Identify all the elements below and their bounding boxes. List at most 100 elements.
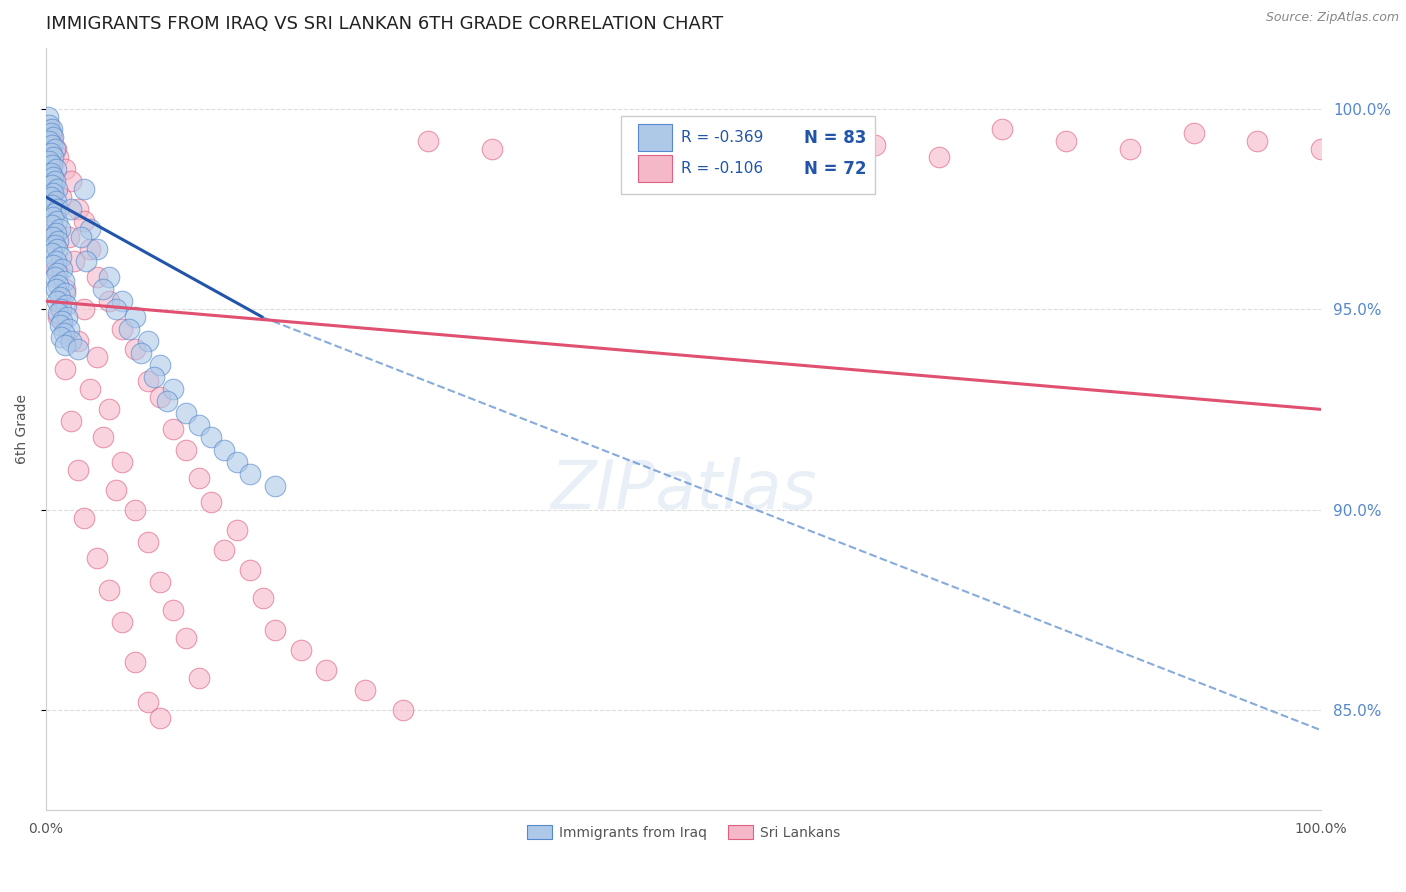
Point: [42, 186, 65, 200]
Point: [41, 246, 63, 260]
Point: [117, 322, 139, 336]
Y-axis label: 6th Grade: 6th Grade: [15, 394, 30, 465]
Point: [124, 655, 146, 669]
Text: ZIPatlas: ZIPatlas: [550, 458, 817, 524]
Point: [124, 310, 146, 325]
Point: [264, 623, 287, 637]
Point: [60, 334, 83, 349]
Point: [252, 591, 274, 605]
Point: [39, 182, 62, 196]
Point: [124, 343, 146, 357]
Point: [45, 254, 67, 268]
Text: N = 72: N = 72: [804, 160, 866, 178]
Point: [156, 394, 179, 409]
Point: [60, 174, 83, 188]
Point: [53, 362, 76, 376]
Point: [86, 270, 108, 285]
Point: [290, 643, 312, 657]
Text: Source: ZipAtlas.com: Source: ZipAtlas.com: [1265, 11, 1399, 24]
Point: [48, 290, 70, 304]
Point: [48, 278, 70, 293]
Point: [86, 351, 108, 365]
Point: [86, 242, 108, 256]
Point: [200, 494, 222, 508]
Point: [315, 663, 337, 677]
Point: [44, 174, 66, 188]
Point: [42, 129, 65, 144]
Point: [1182, 126, 1205, 140]
Point: [79, 383, 101, 397]
Point: [66, 343, 89, 357]
Point: [44, 238, 66, 252]
Point: [98, 294, 121, 309]
Point: [111, 322, 134, 336]
Point: [48, 318, 70, 333]
Point: [52, 274, 75, 288]
Point: [73, 510, 96, 524]
Point: [39, 126, 62, 140]
Point: [38, 121, 60, 136]
Point: [174, 442, 197, 457]
Point: [58, 322, 80, 336]
Point: [124, 502, 146, 516]
Point: [51, 314, 73, 328]
Point: [73, 302, 96, 317]
Point: [44, 206, 66, 220]
Point: [45, 282, 67, 296]
Text: IMMIGRANTS FROM IRAQ VS SRI LANKAN 6TH GRADE CORRELATION CHART: IMMIGRANTS FROM IRAQ VS SRI LANKAN 6TH G…: [45, 15, 723, 33]
Point: [49, 302, 72, 317]
Point: [91, 430, 114, 444]
Point: [39, 145, 62, 160]
Point: [143, 370, 166, 384]
Point: [45, 262, 67, 277]
Point: [149, 390, 172, 404]
Point: [53, 338, 76, 352]
Point: [187, 418, 209, 433]
Point: [48, 310, 70, 325]
Point: [55, 298, 77, 312]
Point: [131, 346, 153, 360]
Point: [481, 142, 503, 156]
Point: [66, 334, 89, 349]
Point: [48, 150, 70, 164]
Point: [162, 383, 184, 397]
Point: [212, 442, 235, 457]
Point: [46, 266, 69, 280]
Point: [44, 142, 66, 156]
Point: [136, 534, 159, 549]
Point: [174, 631, 197, 645]
Point: [91, 282, 114, 296]
Point: [104, 302, 127, 317]
Point: [391, 703, 413, 717]
Point: [42, 230, 65, 244]
Point: [42, 210, 65, 224]
Legend: Immigrants from Iraq, Sri Lankans: Immigrants from Iraq, Sri Lankans: [522, 820, 845, 846]
Point: [111, 294, 134, 309]
Point: [48, 306, 70, 320]
Point: [76, 254, 98, 268]
Point: [41, 121, 63, 136]
Point: [226, 523, 249, 537]
Point: [41, 129, 63, 144]
Point: [38, 153, 60, 168]
Point: [800, 129, 823, 144]
Point: [239, 467, 262, 481]
Point: [52, 326, 75, 341]
Point: [42, 222, 65, 236]
Point: [149, 574, 172, 589]
Point: [212, 542, 235, 557]
Point: [1246, 134, 1268, 148]
Point: [98, 402, 121, 417]
Point: [239, 563, 262, 577]
Point: [39, 166, 62, 180]
Point: [200, 430, 222, 444]
Point: [264, 478, 287, 492]
Point: [162, 603, 184, 617]
Text: R = -0.369: R = -0.369: [682, 130, 763, 145]
Point: [53, 161, 76, 176]
Point: [136, 334, 159, 349]
Point: [38, 118, 60, 132]
Point: [60, 414, 83, 428]
Point: [418, 134, 440, 148]
Point: [79, 242, 101, 256]
